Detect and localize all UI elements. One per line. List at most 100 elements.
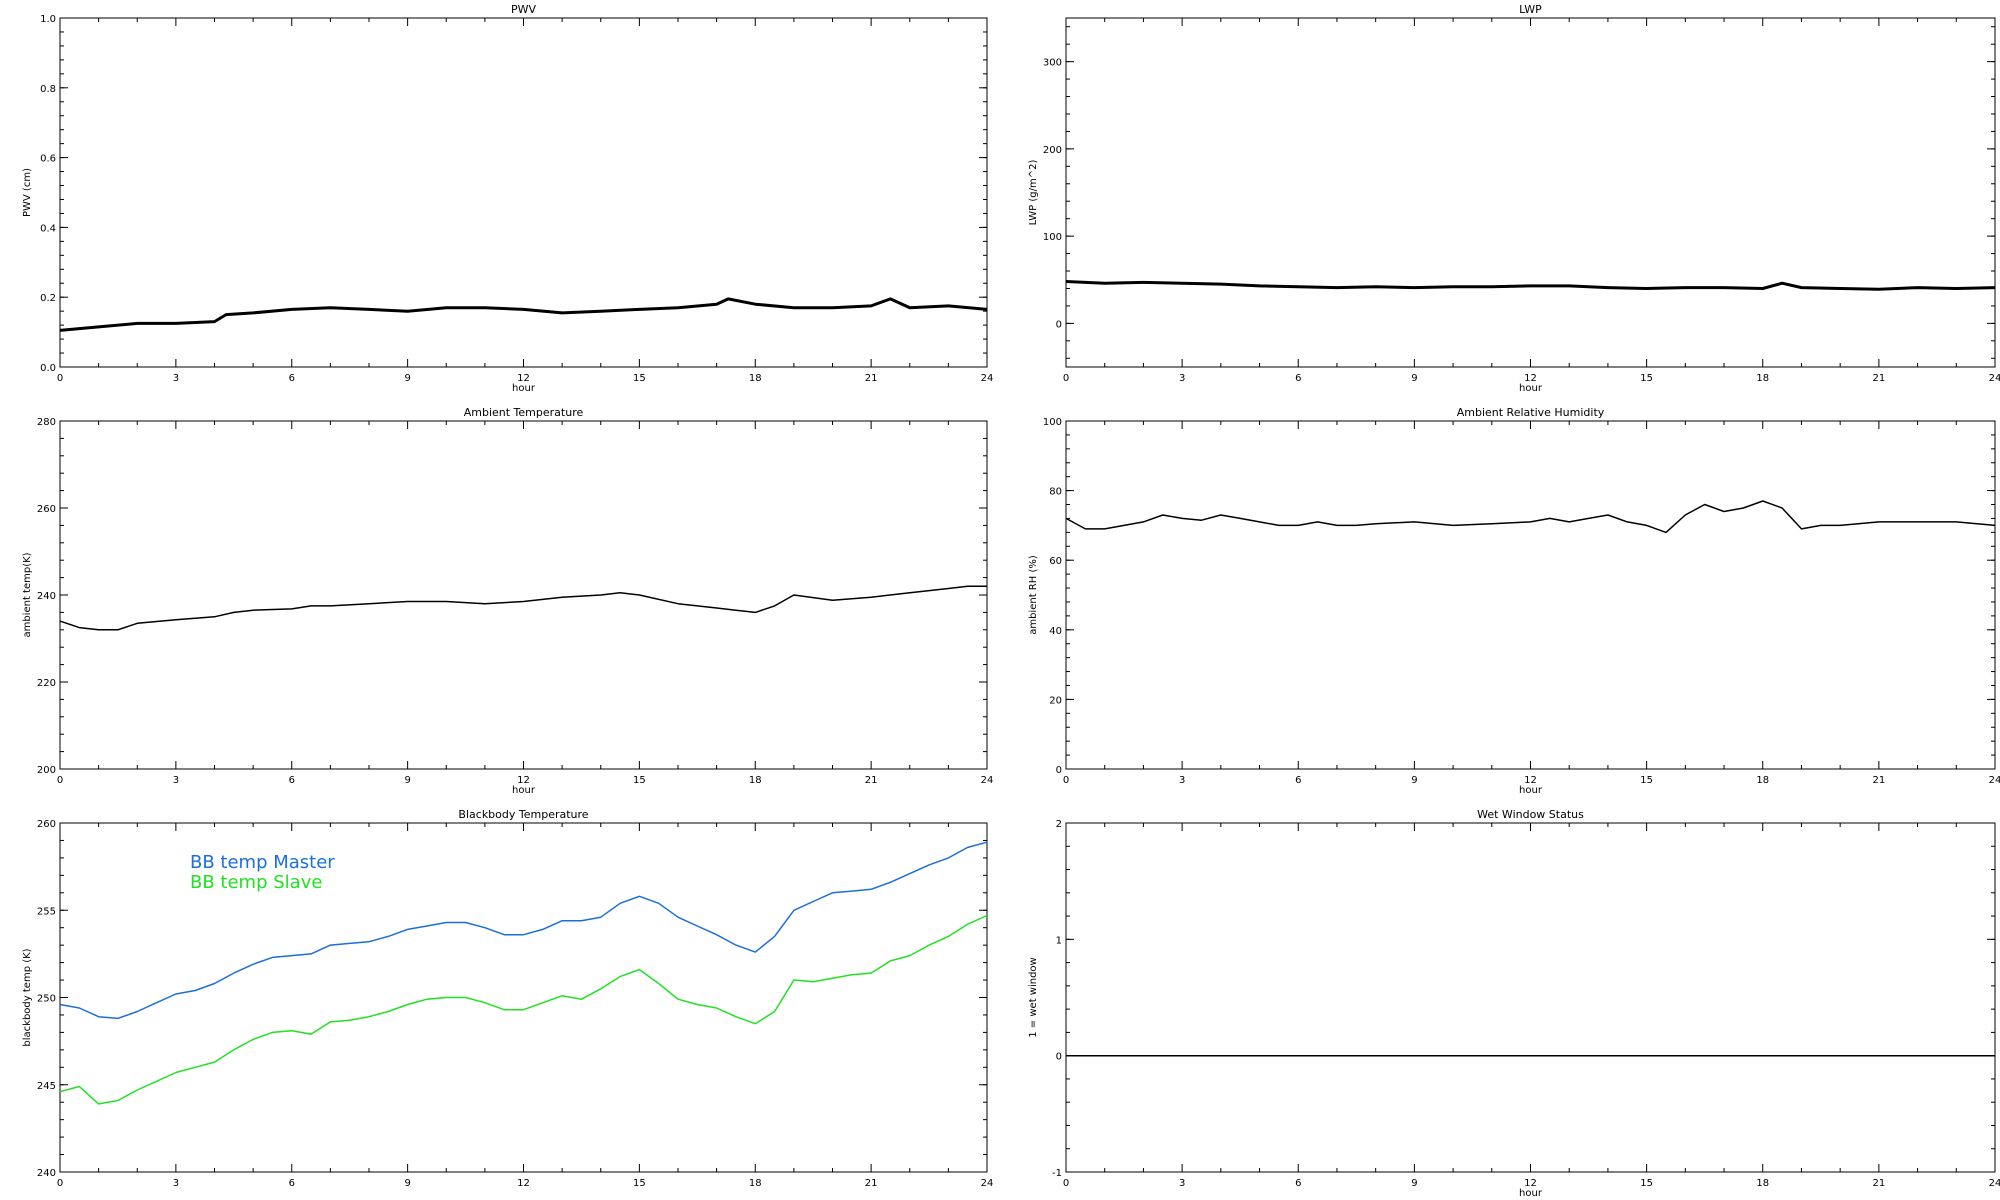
y-axis-label: 1 = wet window [1028,957,1039,1037]
y-tick-label: 2 [1056,819,1062,830]
x-tick-label: 15 [633,1178,646,1189]
x-tick-label: 15 [633,775,646,786]
y-axis-label: PWV (cm) [22,168,33,217]
x-tick-label: 6 [289,1178,295,1189]
x-tick-label: 6 [1295,373,1301,384]
x-tick-label: 24 [1989,1178,2000,1189]
x-tick-label: 21 [865,373,878,384]
plot-frame [59,420,988,770]
legend-entry: BB temp Slave [190,872,322,893]
plot-frame [1065,822,1996,1173]
x-tick-label: 15 [1640,373,1653,384]
x-tick-label: 21 [865,1178,878,1189]
x-tick-label: 9 [404,373,410,384]
x-axis-label: hour [512,383,536,394]
x-tick-label: 9 [404,775,410,786]
x-tick-label: 24 [981,775,994,786]
legend-entry: BB temp Master [190,852,335,873]
x-tick-label: 0 [1063,775,1069,786]
x-tick-label: 3 [173,373,179,384]
x-tick-label: 24 [1989,373,2000,384]
plot-frame [1065,420,1996,770]
y-axis-label: ambient temp(K) [22,552,33,637]
y-tick-label: 250 [37,994,56,1005]
x-tick-label: 18 [1756,1178,1769,1189]
y-tick-label: 300 [1043,58,1062,69]
x-tick-label: 21 [1873,373,1886,384]
x-tick-label: 0 [57,373,63,384]
chart-panel-4: Ambient Relative Humidity 0 3 6 9 12 15 18 21 24 h… [1028,406,2000,796]
series-line-1 [59,841,988,1020]
x-tick-label: 6 [1295,775,1301,786]
y-tick-label: 0 [1056,1052,1062,1063]
chart-title: Ambient Relative Humidity [1457,406,1605,419]
y-tick-label: 80 [1049,487,1062,498]
chart-panel-2: LWP 0 3 6 9 12 15 18 21 24 hour 0 100 200 300 LWP (g/m^… [1028,3,2000,394]
x-tick-label: 24 [981,373,994,384]
chart-panel-5: Blackbody Temperature 0 3 6 9 12 15 18 21 24 240 24… [22,808,993,1189]
x-tick-label: 0 [57,1178,63,1189]
y-tick-label: 0.4 [40,223,56,234]
y-tick-label: 245 [37,1081,56,1092]
x-axis-label: hour [1519,1188,1543,1199]
x-tick-label: 18 [1756,775,1769,786]
x-axis-label: hour [512,785,536,796]
x-tick-label: 3 [1179,373,1185,384]
x-tick-label: 18 [1756,373,1769,384]
x-tick-label: 3 [1179,775,1185,786]
plot-frame [59,17,988,368]
x-tick-label: 0 [1063,1178,1069,1189]
x-tick-label: 18 [749,1178,762,1189]
y-tick-label: 255 [37,906,56,917]
x-tick-label: 12 [517,1178,530,1189]
x-tick-label: 9 [1411,775,1417,786]
x-tick-label: 12 [517,775,530,786]
y-tick-label: 20 [1049,695,1062,706]
plot-frame [1065,17,1996,368]
y-tick-label: 0 [1056,765,1062,776]
x-tick-label: 21 [1873,1178,1886,1189]
x-axis-label: hour [1519,785,1543,796]
x-tick-label: 24 [1989,775,2000,786]
x-tick-label: 3 [1179,1178,1185,1189]
y-tick-label: 200 [37,765,56,776]
x-tick-label: 6 [289,373,295,384]
series-line-2 [59,914,988,1105]
x-tick-label: 12 [1524,775,1537,786]
y-tick-label: 220 [37,678,56,689]
chart-title: LWP [1519,3,1542,16]
series-line-1 [59,585,987,631]
x-tick-label: 21 [865,775,878,786]
y-tick-label: 200 [1043,145,1062,156]
series-line-1 [1065,500,1996,534]
x-tick-label: 6 [1295,1178,1301,1189]
y-tick-label: 40 [1049,626,1062,637]
x-tick-label: 12 [517,373,530,384]
y-tick-label: 260 [37,504,56,515]
x-tick-label: 15 [1640,775,1653,786]
y-tick-label: 0 [1056,319,1062,330]
x-tick-label: 15 [633,373,646,384]
x-tick-label: 6 [289,775,295,786]
x-tick-label: 21 [1873,775,1886,786]
y-tick-label: 1 [1056,935,1062,946]
y-axis-label: LWP (g/m^2) [1028,160,1039,226]
x-tick-label: 9 [1411,1178,1417,1189]
y-tick-label: 0.8 [40,84,56,95]
x-tick-label: 3 [173,775,179,786]
y-tick-label: 60 [1049,556,1062,567]
x-tick-label: 12 [1524,1178,1537,1189]
x-tick-label: 18 [749,373,762,384]
x-axis-label: hour [1519,383,1543,394]
x-tick-label: 3 [173,1178,179,1189]
x-tick-label: 12 [1524,373,1537,384]
x-tick-label: 15 [1640,1178,1653,1189]
chart-panel-1: PWV 0 3 6 9 12 15 18 21 24 hour 0.0 0.2 0.4 0.6 0.8 1.0 P… [22,3,993,394]
x-tick-label: 0 [57,775,63,786]
series-line-1 [1065,280,1996,291]
chart-title: Blackbody Temperature [458,808,588,821]
y-tick-label: 0.2 [40,293,56,304]
x-tick-label: 24 [981,1178,994,1189]
